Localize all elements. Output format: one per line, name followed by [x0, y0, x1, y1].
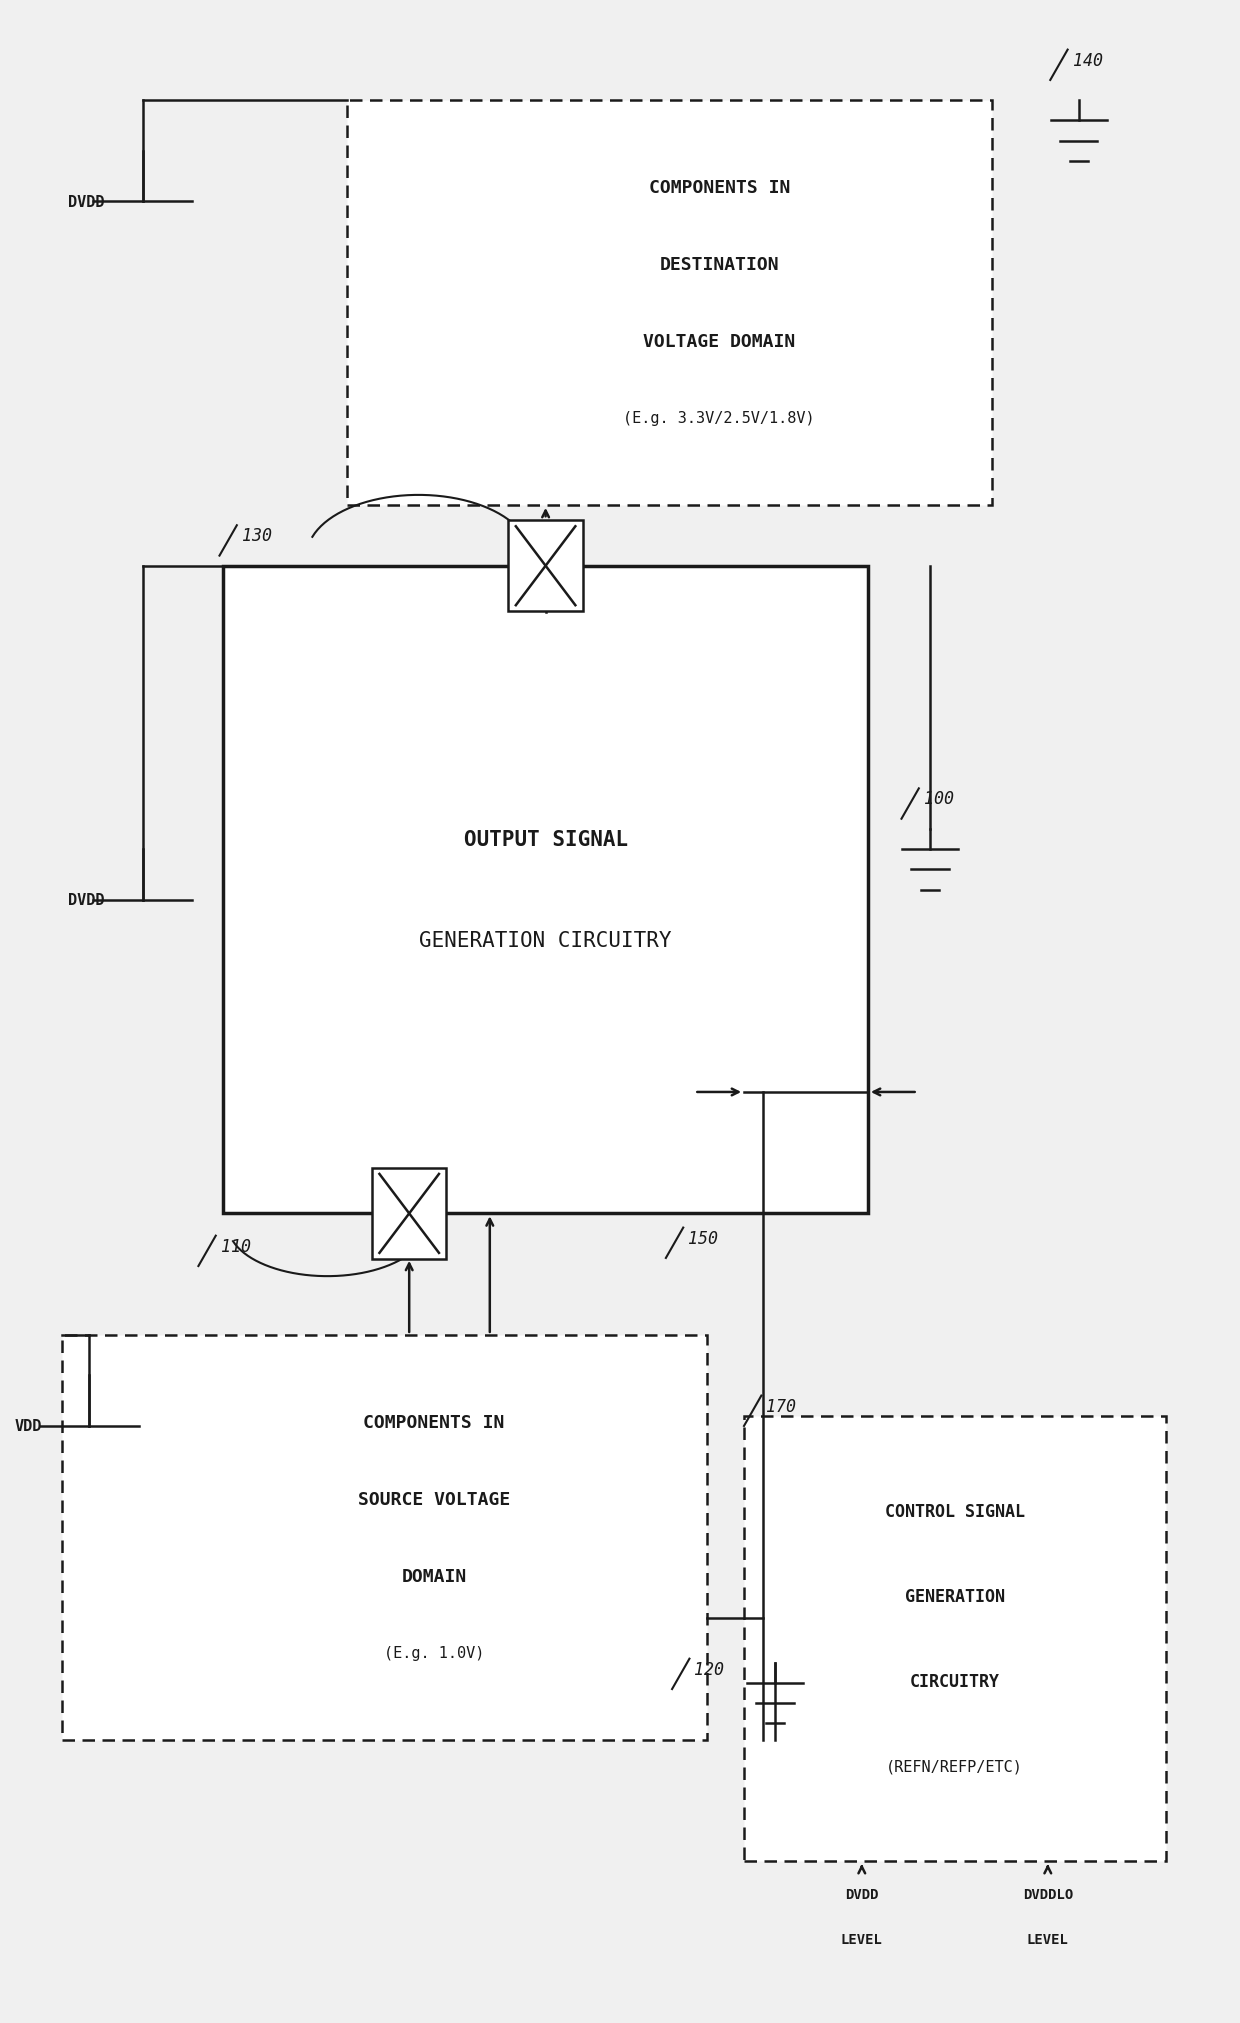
Bar [508, 520, 583, 611]
Text: DVDD: DVDD [844, 1887, 879, 1902]
Text: DESTINATION: DESTINATION [660, 257, 779, 273]
Text: GENERATION CIRCUITRY: GENERATION CIRCUITRY [419, 931, 672, 951]
Text: (E.g. 3.3V/2.5V/1.8V): (E.g. 3.3V/2.5V/1.8V) [624, 411, 815, 427]
Text: LEVEL: LEVEL [1027, 1932, 1069, 1946]
Bar [372, 1169, 446, 1258]
Bar [62, 1335, 707, 1740]
Text: 140: 140 [1073, 53, 1102, 69]
Text: 170: 170 [766, 1398, 796, 1414]
Text: DVDDLO: DVDDLO [1023, 1887, 1073, 1902]
Text: CONTROL SIGNAL: CONTROL SIGNAL [885, 1503, 1024, 1519]
Text: DVDD: DVDD [68, 892, 104, 908]
Text: 110: 110 [221, 1238, 250, 1254]
Text: DOMAIN: DOMAIN [402, 1568, 466, 1584]
Text: VOLTAGE DOMAIN: VOLTAGE DOMAIN [644, 334, 795, 350]
Text: LEVEL: LEVEL [841, 1932, 883, 1946]
Bar [347, 101, 992, 506]
Text: 130: 130 [242, 528, 272, 544]
Text: SOURCE VOLTAGE: SOURCE VOLTAGE [358, 1491, 510, 1507]
Bar [223, 566, 868, 1214]
Text: VDD: VDD [15, 1418, 42, 1434]
Text: CIRCUITRY: CIRCUITRY [910, 1673, 999, 1689]
Text: OUTPUT SIGNAL: OUTPUT SIGNAL [464, 829, 627, 850]
Text: COMPONENTS IN: COMPONENTS IN [649, 180, 790, 196]
Text: (E.g. 1.0V): (E.g. 1.0V) [384, 1645, 484, 1661]
Text: 120: 120 [694, 1661, 724, 1677]
Text: 150: 150 [688, 1230, 718, 1246]
Text: GENERATION: GENERATION [905, 1588, 1004, 1604]
Text: COMPONENTS IN: COMPONENTS IN [363, 1414, 505, 1430]
Bar [744, 1416, 1166, 1861]
Text: (REFN/REFP/ETC): (REFN/REFP/ETC) [887, 1758, 1023, 1774]
Text: DVDD: DVDD [68, 194, 104, 210]
Text: 100: 100 [924, 791, 954, 807]
